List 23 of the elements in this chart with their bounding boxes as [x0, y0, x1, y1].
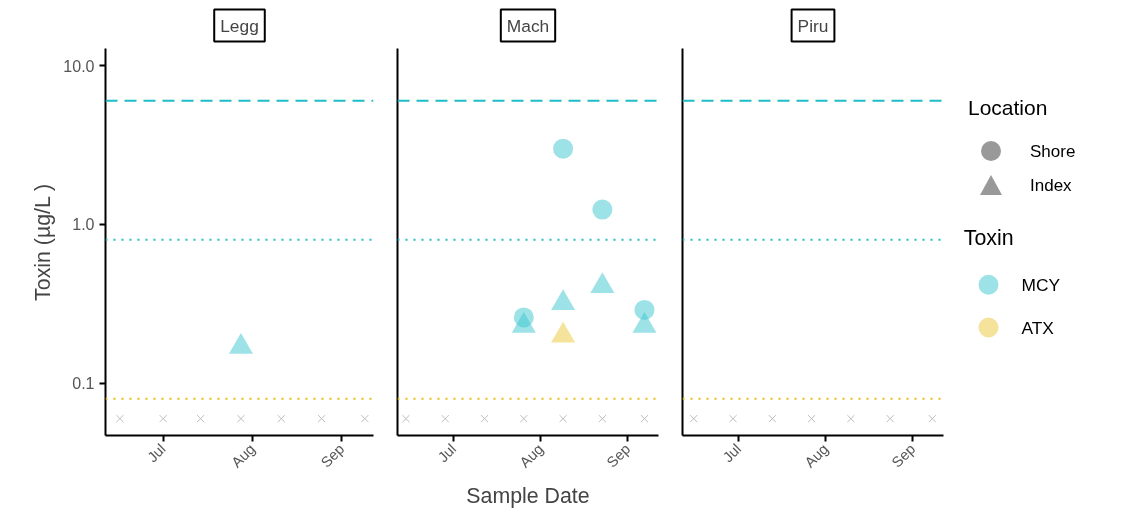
- y-axis-title: Toxin (µg/L ): [31, 183, 56, 301]
- x-tick-label: Aug: [516, 440, 547, 471]
- x-tick-label: Aug: [228, 440, 259, 471]
- legend-label: MCY: [1021, 274, 1061, 295]
- x-tick-label: Aug: [801, 440, 832, 471]
- x-axis-title: Sample Date: [466, 484, 590, 509]
- chart-title: Mach: [506, 15, 550, 36]
- x-tick-label: Sep: [603, 440, 634, 471]
- chart-title: Piru: [797, 15, 829, 36]
- text: Shore: [1030, 140, 1076, 163]
- legend-label: ATX: [1021, 317, 1055, 338]
- x-tick-label: Jul: [144, 440, 169, 466]
- x-tick-label: Sep: [317, 440, 348, 471]
- x-tick-label: Jul: [434, 440, 460, 466]
- text: Index: [1030, 174, 1072, 197]
- x-tick-label: Jul: [719, 440, 745, 466]
- y-tick-label: 10.0: [63, 57, 95, 75]
- y-tick-label: 1.0: [72, 216, 95, 234]
- y-tick-label: 0.1: [72, 375, 95, 393]
- chart-title: Legg: [220, 15, 259, 36]
- legend-title: Toxin: [963, 225, 1014, 250]
- legend-title: Location: [968, 95, 1049, 121]
- x-tick-label: Sep: [888, 440, 919, 471]
